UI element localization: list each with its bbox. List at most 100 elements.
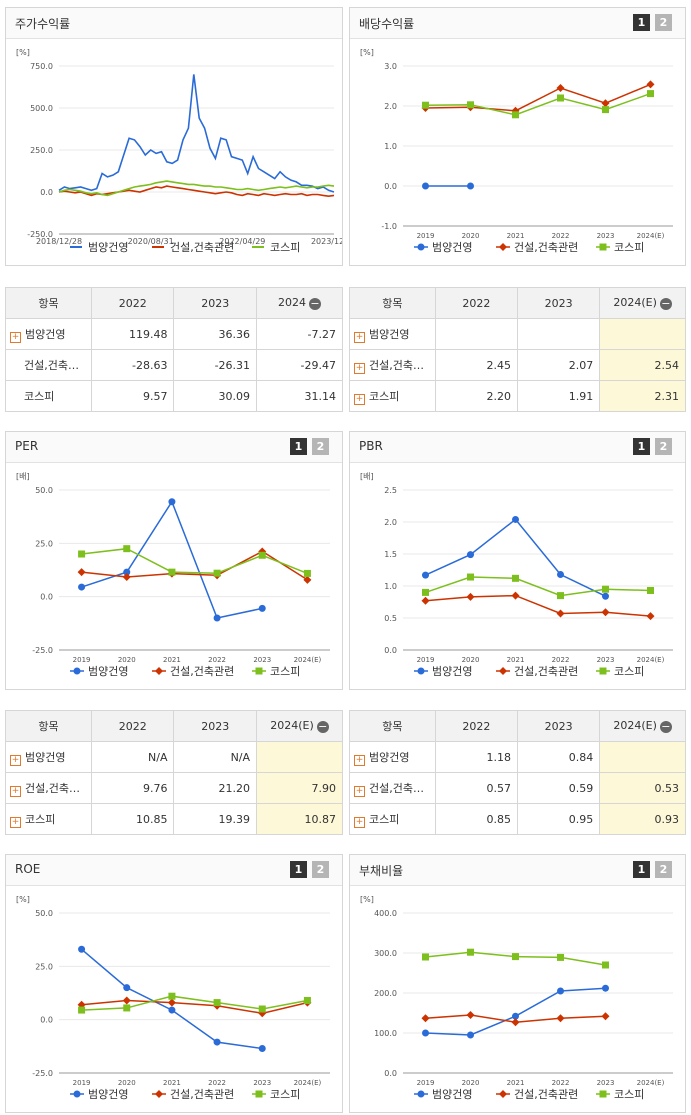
chart-pbr: [배] 2.5 2.0 1.5 1.0 0.5 0.0 2019 2020 2021 2022 202… (360, 472, 673, 678)
x-tick-label: 2024(E) (294, 656, 322, 664)
data-point (466, 1011, 475, 1019)
view-2-button[interactable]: 2 (655, 14, 672, 31)
data-point (601, 608, 610, 617)
data-point (303, 575, 312, 584)
table-header-cell: 2024(E) − (256, 710, 343, 742)
y-tick-label: -250.0 (27, 230, 53, 239)
header-label: 2023 (201, 296, 230, 310)
data-point (557, 592, 564, 600)
series-3 (422, 573, 654, 600)
row-name-cell: + 코스피 (5, 803, 92, 835)
collapse-icon[interactable]: − (659, 297, 672, 310)
legend-item: 건설,건축관련 (496, 665, 578, 678)
expand-icon[interactable]: + (354, 362, 365, 374)
collapse-icon[interactable]: − (316, 720, 329, 733)
table-header-row: 항목 2022 2023 2024(E) − (349, 287, 686, 319)
table-pbr: 항목 2022 2023 2024(E) − + 범양건영 1.18 0.84 + 건설,건축… 0.… (349, 710, 686, 835)
x-tick-label: 2023 (597, 232, 615, 240)
expand-icon[interactable]: + (354, 331, 365, 343)
y-tick-label: 2.5 (384, 486, 397, 495)
expand-icon[interactable]: + (10, 754, 21, 766)
x-tick-label: 2023 (597, 656, 615, 664)
expand-icon[interactable]: + (10, 785, 21, 797)
view-2-button[interactable]: 2 (655, 438, 672, 455)
table-header-row: 항목 2022 2023 2024− (5, 287, 343, 319)
view-2-button[interactable]: 2 (312, 438, 329, 455)
data-point (601, 99, 610, 108)
data-point (467, 182, 474, 190)
legend-label: 건설,건축관련 (514, 1088, 578, 1101)
table-per: 항목 2022 2023 2024(E) − + 범양건영 N/A N/A + 건설,건축… 9.76… (5, 710, 343, 835)
data-point (602, 592, 609, 600)
table-header-cell: 2024(E) − (599, 710, 686, 742)
series-2 (421, 591, 655, 621)
legend-marker (255, 1090, 263, 1098)
view-1-button[interactable]: 1 (633, 861, 650, 878)
series-3 (78, 545, 311, 577)
expand-icon[interactable]: + (10, 331, 21, 343)
view-2-button[interactable]: 2 (655, 861, 672, 878)
table-header-cell: 항목 (349, 287, 436, 319)
expand-icon[interactable]: + (354, 785, 365, 797)
data-point (78, 1006, 86, 1014)
y-tick-label: 0.0 (384, 182, 397, 191)
unit-label: [배] (16, 472, 30, 481)
expand-icon[interactable]: + (354, 816, 365, 828)
value-cell: 1.18 (434, 741, 518, 773)
data-point (512, 515, 519, 523)
header-label: 항목 (38, 297, 59, 310)
value-cell (256, 741, 343, 773)
x-tick-label: 2020 (462, 1079, 480, 1087)
panel-header: PBR 1 2 (350, 432, 685, 463)
row-name: 코스피 (369, 389, 400, 403)
row-name-cell: + 범양건영 (5, 741, 92, 773)
expand-icon[interactable]: + (10, 816, 21, 828)
legend-label: 범양건영 (88, 1088, 128, 1101)
x-tick-label: 2020/08/31 (128, 237, 174, 246)
data-point (601, 1012, 610, 1021)
unit-label: [%] (360, 48, 374, 57)
value-cell: 0.85 (434, 803, 518, 835)
chart-debt-ratio: [%]400.0 300.0 200.0 100.0 0.0 2019 2020 2021 20… (360, 895, 673, 1101)
row-name-cell: + 건설,건축… (349, 772, 436, 804)
panel-debt-ratio: 부채비율 1 2 [%] 400.0 300.0 200.0 100.0 0.0 2019 202… (349, 854, 686, 1113)
data-point (258, 551, 266, 559)
panel-price-return: 주가수익률 [%] 750.0 500.0 250.0 0.0 -250.0 2018/12… (5, 7, 343, 266)
row-name: 건설,건축… (369, 358, 424, 372)
series-2 (58, 185, 335, 198)
view-1-button[interactable]: 1 (633, 438, 650, 455)
expand-icon[interactable]: + (354, 393, 365, 405)
legend-item: 코스피 (252, 1088, 300, 1101)
value-cell: -26.31 (173, 349, 258, 381)
legend-label: 코스피 (270, 241, 300, 254)
data-point (422, 588, 429, 596)
x-tick-label: 2022 (208, 1079, 226, 1087)
value-cell (434, 318, 518, 350)
collapse-icon[interactable]: − (659, 720, 672, 733)
table-header-cell: 항목 (5, 710, 92, 742)
value-cell: 19.39 (173, 803, 258, 835)
y-tick-label: 0.0 (384, 1069, 397, 1078)
collapse-icon[interactable]: − (309, 297, 322, 310)
expand-icon[interactable]: + (354, 754, 365, 766)
data-point (78, 583, 86, 591)
view-1-button[interactable]: 1 (633, 14, 650, 31)
chart-dividend-yield: [%] 3.0 2.0 1.0 0.0 -1.0 2019 2020 2021 2022 2023 2… (360, 48, 673, 254)
x-tick-label: 2021 (507, 656, 525, 664)
x-tick-label: 2020 (462, 656, 480, 664)
series-line (81, 999, 308, 1015)
legend-item: 범양건영 (414, 665, 472, 678)
header-label: 2022 (118, 719, 147, 733)
view-1-button[interactable]: 1 (290, 438, 307, 455)
x-tick-label: 2022 (552, 232, 570, 240)
header-label: 2022 (118, 296, 147, 310)
data-point (422, 101, 429, 109)
view-1-button[interactable]: 1 (290, 861, 307, 878)
series-line (425, 83, 651, 112)
data-point (258, 604, 266, 612)
header-label: 2023 (544, 719, 573, 733)
value-cell: 2.07 (516, 349, 601, 381)
view-2-button[interactable]: 2 (312, 861, 329, 878)
x-tick-label: 2023 (597, 1079, 615, 1087)
